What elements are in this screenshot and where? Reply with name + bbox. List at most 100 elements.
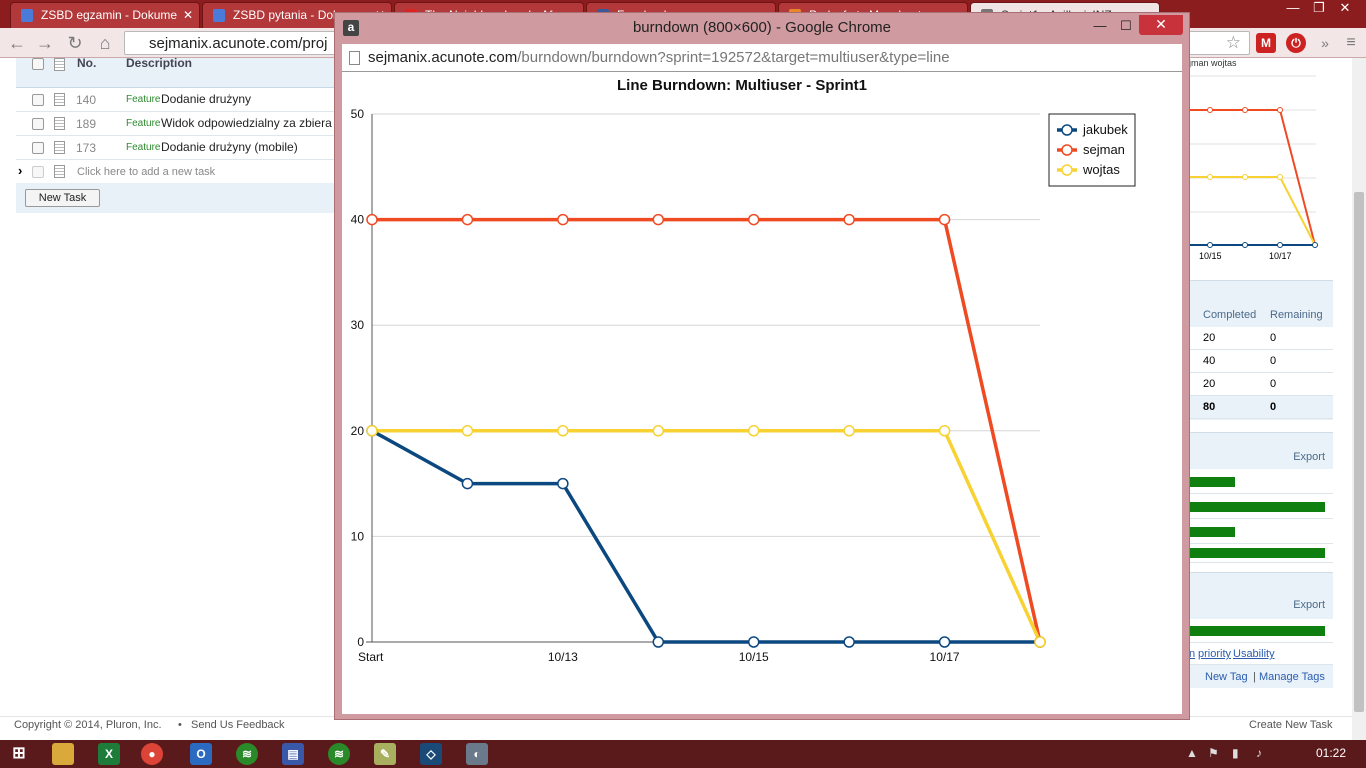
doc-icon[interactable] [54,141,65,154]
progress-row [1189,494,1333,519]
progress-section-1: Export [1189,432,1333,563]
more-extensions-icon[interactable]: » [1321,35,1329,51]
task-type: Feature [126,118,161,129]
usability-link[interactable]: Usability [1233,648,1275,660]
windows-start-icon[interactable]: ⊞ [12,745,26,762]
doc-icon [54,165,65,178]
back-icon[interactable]: ← [8,33,26,53]
data-point-wojtas [557,425,569,437]
tag-link[interactable]: n [1189,648,1196,660]
minimize-icon[interactable]: — [1093,18,1107,33]
task-checkbox[interactable] [32,118,44,130]
manage-tags-link[interactable]: Manage Tags [1259,671,1325,683]
legend-label-wojtas: wojtas [1082,162,1120,177]
extension-icon[interactable]: ⏻ [1286,33,1306,53]
close-icon[interactable]: ✕ [1339,0,1351,15]
docs-icon [213,9,225,22]
close-icon[interactable]: ✕ [182,8,193,22]
progress-bar [1189,626,1325,636]
acunote-icon: a [343,20,359,36]
docs-icon [21,9,33,22]
forward-icon[interactable]: → [36,33,54,53]
remaining-value: 0 [1270,332,1277,344]
task-checkbox[interactable] [32,142,44,154]
bookmark-star-icon[interactable]: ☆ [1225,33,1241,52]
popup-title-bar[interactable]: burndown (800×600) - Google Chrome [335,13,1189,43]
task-description[interactable]: Widok odpowiedzialny za zbiera [161,116,332,130]
export-link[interactable]: Export [1293,599,1325,611]
new-tag-link[interactable]: New Tag [1205,671,1248,683]
burndown-chart: Line Burndown: Multiuser - Sprint1 0 10 20 3… [351,77,1136,664]
tray-expand-icon[interactable]: ▲ [1186,746,1198,760]
separator: | [1253,671,1256,683]
mini-chart-plot [1189,75,1318,248]
table-row: 20 0 [1189,327,1333,350]
data-point-jakubek [843,636,855,648]
minimize-icon[interactable]: — [1286,0,1300,15]
task-description[interactable]: Dodanie drużyny (mobile) [161,140,298,154]
popup-address-bar[interactable]: sejmanix.acunote.com/burndown/burndown?s… [342,44,1182,72]
remaining-total: 0 [1270,401,1277,413]
windows-taskbar: ⊞ X ● O ≋ ▤ ≋ ✎ ◇ ◐ ▲ ⚑ ▮ ♪ 01:22 [0,740,1366,768]
signal-icon[interactable]: ▮ [1232,746,1239,760]
table-row[interactable]: 173 Feature Dodanie drużyny (mobile) [16,136,346,160]
bullet: • [178,719,182,731]
url-path: /burndown/burndown?sprint=192572&target=… [517,49,950,66]
task-checkbox [32,166,44,178]
x-tick-label: 10/17 [930,650,960,664]
doc-icon[interactable] [54,93,65,106]
notepad-icon[interactable]: ✎ [374,743,396,765]
reload-icon[interactable]: ↻ [67,33,83,53]
flag-icon[interactable]: ⚑ [1208,746,1219,760]
data-point-jakubek [938,636,951,648]
chrome-icon[interactable]: ● [141,743,163,765]
export-link[interactable]: Export [1293,451,1325,463]
paint-icon[interactable]: ◐ [466,743,488,765]
gmail-icon[interactable]: M [1256,33,1276,53]
completed-total: 80 [1203,401,1216,413]
task-description[interactable]: Dodanie drużyny [161,92,252,106]
close-icon[interactable]: ✕ [1139,15,1183,35]
save-icon[interactable]: ▤ [282,743,304,765]
feedback-link[interactable]: Send Us Feedback [191,719,285,731]
spreadsheet-icon[interactable]: X [98,743,120,765]
tab-zsbd-egzamin[interactable]: ZSBD egzamin - Dokume ✕ [10,2,200,28]
scrollbar-thumb[interactable] [1354,192,1364,712]
data-point-sejman [652,213,665,226]
spotify-icon[interactable]: ≋ [236,743,258,765]
doc-icon[interactable] [54,117,65,130]
outlook-icon[interactable]: O [190,743,212,765]
tag-links-row: n priority Usability [1189,643,1333,665]
legend-label-jakubek: jakubek [1082,122,1128,137]
page-scrollbar[interactable] [1352,58,1366,740]
data-point-wojtas [366,425,378,437]
add-task-input[interactable]: Click here to add a new task [77,166,216,178]
volume-icon[interactable]: ♪ [1256,746,1262,760]
priority-link[interactable]: priority [1198,648,1232,660]
add-task-row[interactable]: › Click here to add a new task [16,160,346,184]
table-row[interactable]: 189 Feature Widok odpowiedzialny za zbie… [16,112,346,136]
table-row: 40 0 [1189,350,1333,373]
task-number: 140 [76,93,97,107]
app-icon[interactable]: ◇ [420,743,442,765]
progress-bar [1189,527,1235,537]
progress-row [1189,619,1333,643]
select-all-checkbox[interactable] [32,58,44,70]
create-new-task-link[interactable]: Create New Task [1249,719,1333,731]
menu-icon[interactable]: ≡ [1346,34,1356,51]
progress-row [1189,544,1333,563]
legend-marker-wojtas [1061,164,1073,176]
home-icon[interactable]: ⌂ [99,33,111,53]
table-row[interactable]: 140 Feature Dodanie drużyny [16,88,346,112]
new-task-button[interactable]: New Task [25,189,100,207]
maximize-icon[interactable]: ❐ [1313,0,1325,15]
spotify-icon[interactable]: ≋ [328,743,350,765]
file-explorer-icon[interactable] [52,743,74,765]
task-checkbox[interactable] [32,94,44,106]
taskbar-clock[interactable]: 01:22 [1315,746,1346,760]
progress-bar [1189,477,1235,487]
task-number: 173 [76,141,97,155]
maximize-icon[interactable]: ☐ [1120,18,1132,33]
series-line-wojtas [372,429,1042,643]
y-tick-label: 50 [351,107,365,121]
